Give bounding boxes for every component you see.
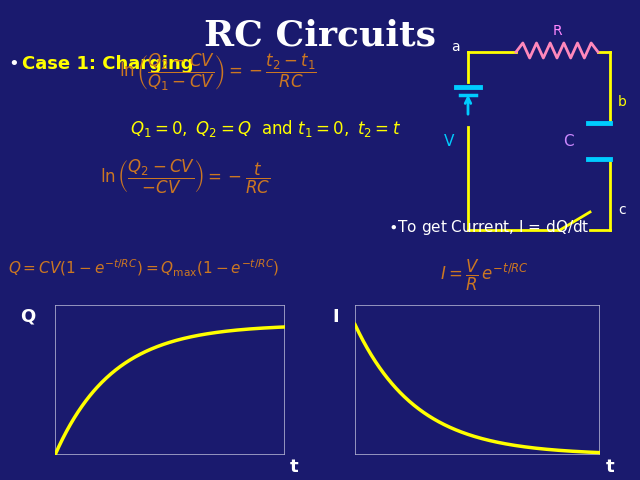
Text: Q: Q bbox=[20, 308, 35, 326]
Text: t: t bbox=[605, 458, 614, 476]
Text: a: a bbox=[451, 40, 460, 54]
Text: Case 1: Charging: Case 1: Charging bbox=[22, 55, 193, 73]
Text: c: c bbox=[618, 203, 626, 217]
Text: RC Circuits: RC Circuits bbox=[204, 18, 436, 52]
Text: •: • bbox=[8, 55, 19, 73]
Text: I: I bbox=[332, 308, 339, 326]
Text: C: C bbox=[563, 133, 574, 148]
Text: $\ln \left( \dfrac{Q_2 - CV}{Q_1 - CV} \right) = -\dfrac{t_2 - t_1}{RC}$: $\ln \left( \dfrac{Q_2 - CV}{Q_1 - CV} \… bbox=[119, 52, 317, 93]
Text: b: b bbox=[618, 95, 627, 109]
Text: $\ln \left( \dfrac{Q_2 - CV}{-CV} \right) = -\dfrac{t}{RC}$: $\ln \left( \dfrac{Q_2 - CV}{-CV} \right… bbox=[100, 158, 270, 196]
Text: V: V bbox=[444, 133, 454, 148]
Text: $Q_1 = 0,\ Q_2 = Q\ \ \mathrm{and}\ t_1 = 0,\ t_2 = t$: $Q_1 = 0,\ Q_2 = Q\ \ \mathrm{and}\ t_1 … bbox=[130, 118, 401, 139]
Text: $Q = CV(1 - e^{-t/RC}) = Q_{\max}(1 - e^{-t/RC})$: $Q = CV(1 - e^{-t/RC}) = Q_{\max}(1 - e^… bbox=[8, 258, 280, 279]
Text: $I = \dfrac{V}{R}\,e^{-t/RC}$: $I = \dfrac{V}{R}\,e^{-t/RC}$ bbox=[440, 258, 529, 293]
Text: t: t bbox=[290, 458, 298, 476]
Text: R: R bbox=[552, 24, 562, 38]
Text: $\bullet$To get Current, I = dQ/dt: $\bullet$To get Current, I = dQ/dt bbox=[388, 218, 589, 237]
